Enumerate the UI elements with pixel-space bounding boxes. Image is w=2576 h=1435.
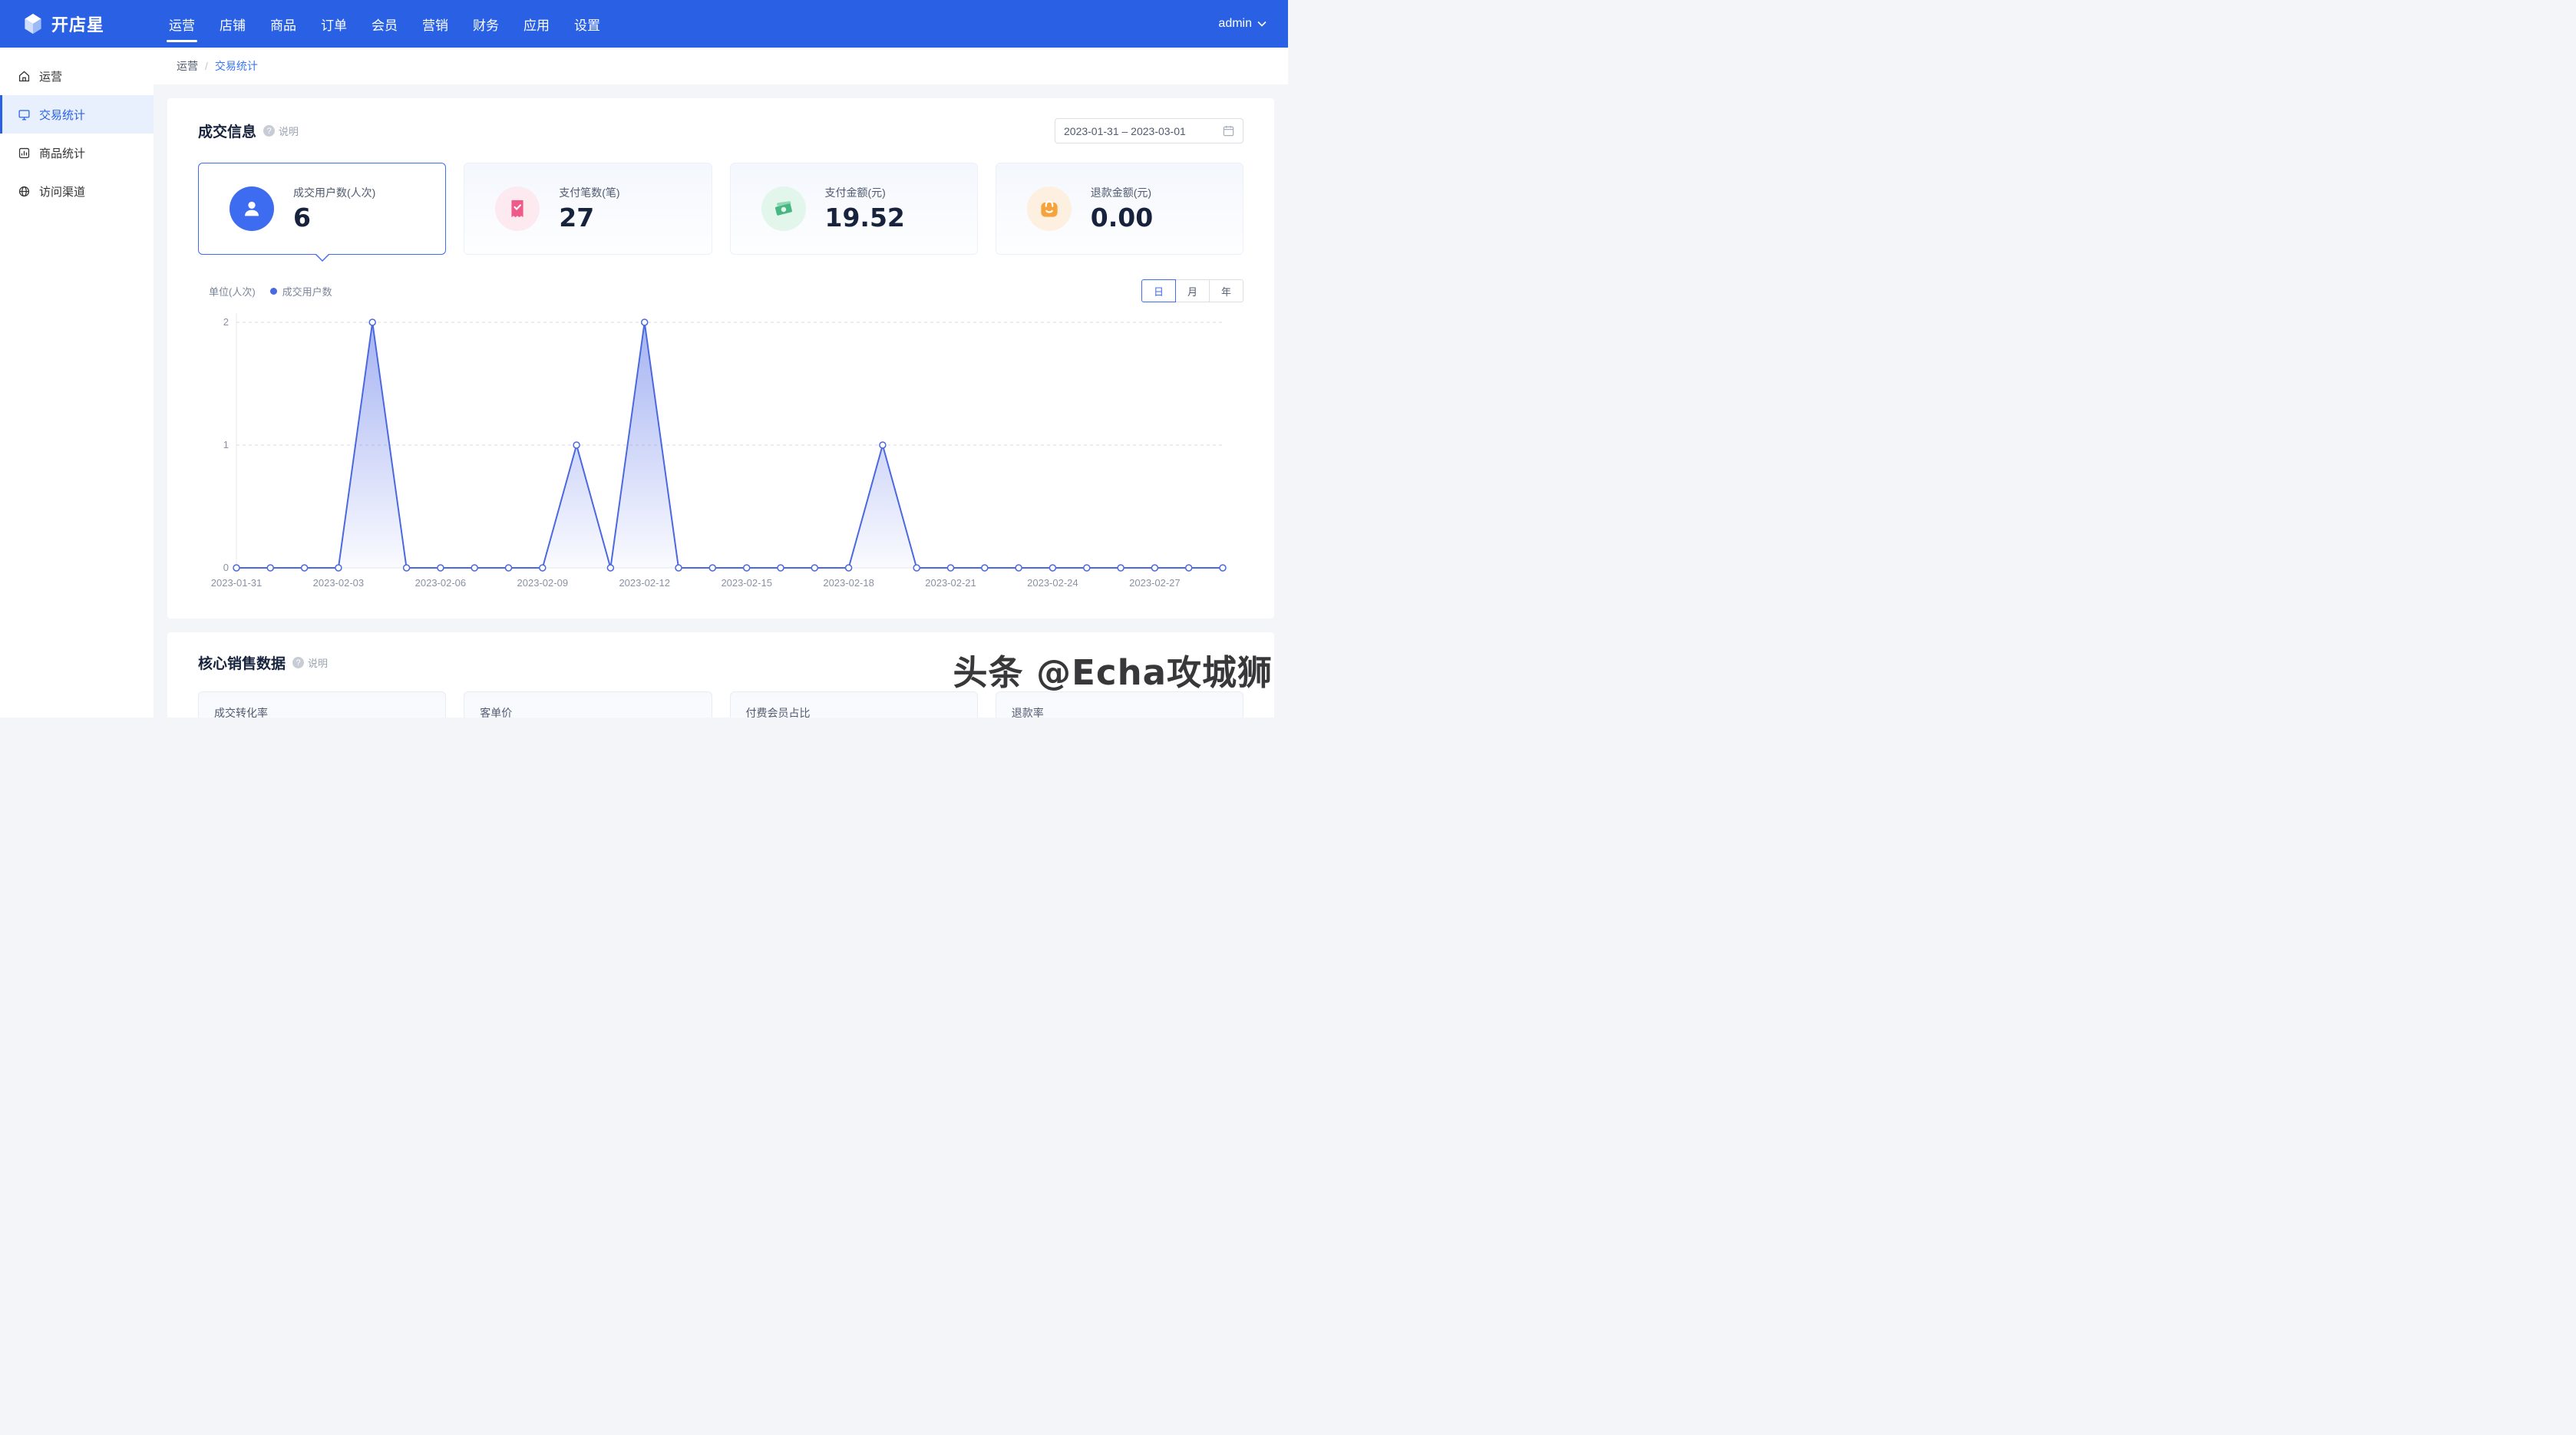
svg-text:2023-02-06: 2023-02-06 <box>415 577 467 589</box>
deal-info-title: 成交信息 <box>198 120 256 141</box>
stat-label: 客单价 <box>480 705 695 718</box>
stat-card-conversion-rate[interactable]: 成交转化率 <box>198 691 446 718</box>
nav-item-operations[interactable]: 运营 <box>157 0 207 48</box>
stat-card-payment-amount[interactable]: 支付金额(元) 19.52 <box>730 163 978 255</box>
help-label: 说明 <box>279 124 299 138</box>
globe-icon <box>18 185 31 198</box>
sidebar-item-label: 访问渠道 <box>39 183 85 200</box>
help-label: 说明 <box>308 655 328 670</box>
stat-label: 退款率 <box>1012 705 1227 718</box>
stat-value: 19.52 <box>825 203 905 233</box>
legend-series-label[interactable]: 成交用户数 <box>282 284 332 299</box>
svg-text:2023-02-18: 2023-02-18 <box>823 577 874 589</box>
svg-text:2023-02-03: 2023-02-03 <box>313 577 365 589</box>
sidebar: 运营 交易统计 商品统计 访问渠道 <box>0 48 154 718</box>
stat-card-refund-rate[interactable]: 退款率 <box>996 691 1243 718</box>
calendar-icon <box>1223 125 1234 137</box>
stat-label: 成交转化率 <box>214 705 430 718</box>
main-nav: 运营 店铺 商品 订单 会员 营销 财务 应用 设置 <box>157 0 613 48</box>
home-icon <box>18 70 31 83</box>
breadcrumb: 运营 / 交易统计 <box>154 48 1288 84</box>
stat-card-refund-amount[interactable]: 退款金额(元) 0.00 <box>996 163 1243 255</box>
stat-value: 27 <box>559 203 619 233</box>
svg-text:2023-02-15: 2023-02-15 <box>721 577 772 589</box>
svg-text:2023-02-24: 2023-02-24 <box>1027 577 1078 589</box>
sidebar-item-product-stats[interactable]: 商品统计 <box>0 134 154 172</box>
top-navbar: 开店星 运营 店铺 商品 订单 会员 营销 财务 应用 设置 admin <box>0 0 1288 48</box>
area-chart: 0 1 2 2023-01-31 2023-02-03 2023-02-06 2023-02… <box>198 308 1243 595</box>
deal-info-card: 成交信息 ? 说明 2023-01-31 – 2023-03-01 <box>167 98 1274 619</box>
date-range-picker[interactable]: 2023-01-31 – 2023-03-01 <box>1055 118 1243 144</box>
breadcrumb-parent[interactable]: 运营 <box>177 58 198 74</box>
stat-label: 支付笔数(笔) <box>559 185 619 200</box>
sidebar-item-label: 商品统计 <box>39 145 85 161</box>
goods-chart-icon <box>18 147 31 160</box>
stat-value: 0.00 <box>1091 203 1153 233</box>
deal-info-help[interactable]: ? 说明 <box>263 124 299 138</box>
svg-text:2023-02-27: 2023-02-27 <box>1129 577 1181 589</box>
svg-text:1: 1 <box>223 439 229 450</box>
breadcrumb-separator: / <box>205 60 208 72</box>
sidebar-item-label: 运营 <box>39 68 62 84</box>
nav-item-marketing[interactable]: 营销 <box>410 0 461 48</box>
content-area: 运营 / 交易统计 成交信息 ? 说明 2023-01-31 – 2023-03… <box>154 48 1288 718</box>
stat-label: 成交用户数(人次) <box>293 185 375 200</box>
nav-item-products[interactable]: 商品 <box>258 0 309 48</box>
core-sales-row: 成交转化率 客单价 付费会员占比 退款率 <box>198 691 1243 718</box>
core-sales-card: 核心销售数据 ? 说明 成交转化率 客单价 付费会员 <box>167 632 1274 718</box>
chart-legend: 单位(人次) 成交用户数 <box>198 284 332 299</box>
period-day-button[interactable]: 日 <box>1141 279 1176 302</box>
receipt-icon <box>495 186 540 231</box>
stat-card-avg-order-value[interactable]: 客单价 <box>464 691 712 718</box>
svg-text:2023-02-21: 2023-02-21 <box>925 577 976 589</box>
nav-item-apps[interactable]: 应用 <box>511 0 562 48</box>
sidebar-item-transaction-stats[interactable]: 交易统计 <box>0 95 154 134</box>
period-year-button[interactable]: 年 <box>1209 279 1243 302</box>
stat-label: 退款金额(元) <box>1091 185 1153 200</box>
svg-text:2: 2 <box>223 316 229 328</box>
logo-icon <box>21 12 45 35</box>
monitor-icon <box>18 108 31 121</box>
chevron-down-icon <box>1257 21 1267 27</box>
stat-card-row: 成交用户数(人次) 6 支付笔数(笔) 27 <box>198 163 1243 255</box>
nav-item-store[interactable]: 店铺 <box>207 0 258 48</box>
stat-card-paid-member-ratio[interactable]: 付费会员占比 <box>730 691 978 718</box>
nav-item-settings[interactable]: 设置 <box>562 0 613 48</box>
stat-card-deal-users[interactable]: 成交用户数(人次) 6 <box>198 163 446 255</box>
svg-text:0: 0 <box>223 562 229 573</box>
bag-icon <box>1027 186 1072 231</box>
stat-card-payment-count[interactable]: 支付笔数(笔) 27 <box>464 163 712 255</box>
nav-item-members[interactable]: 会员 <box>359 0 410 48</box>
question-icon: ? <box>292 657 304 668</box>
chart-unit-label: 单位(人次) <box>209 284 256 299</box>
question-icon: ? <box>263 125 275 137</box>
sidebar-item-visit-channels[interactable]: 访问渠道 <box>0 172 154 210</box>
stat-label: 付费会员占比 <box>746 705 962 718</box>
breadcrumb-current: 交易统计 <box>215 58 258 74</box>
money-icon <box>761 186 806 231</box>
svg-text:2023-02-09: 2023-02-09 <box>517 577 569 589</box>
period-month-button[interactable]: 月 <box>1175 279 1210 302</box>
stat-label: 支付金额(元) <box>825 185 905 200</box>
sidebar-item-operations[interactable]: 运营 <box>0 57 154 95</box>
nav-item-finance[interactable]: 财务 <box>461 0 511 48</box>
logo[interactable]: 开店星 <box>21 12 137 36</box>
core-sales-help[interactable]: ? 说明 <box>292 655 328 670</box>
date-range-value: 2023-01-31 – 2023-03-01 <box>1064 125 1186 137</box>
user-icon <box>230 186 274 231</box>
sidebar-item-label: 交易统计 <box>39 107 85 123</box>
core-sales-title: 核心销售数据 <box>198 652 286 673</box>
nav-item-orders[interactable]: 订单 <box>309 0 359 48</box>
svg-text:2023-02-12: 2023-02-12 <box>619 577 670 589</box>
stat-value: 6 <box>293 203 375 233</box>
svg-text:2023-01-31: 2023-01-31 <box>211 577 263 589</box>
period-toggle: 日 月 年 <box>1141 279 1243 302</box>
legend-dot-icon <box>270 288 277 295</box>
app-title: 开店星 <box>51 12 104 36</box>
user-menu[interactable]: admin <box>1218 17 1267 31</box>
username: admin <box>1218 17 1252 31</box>
